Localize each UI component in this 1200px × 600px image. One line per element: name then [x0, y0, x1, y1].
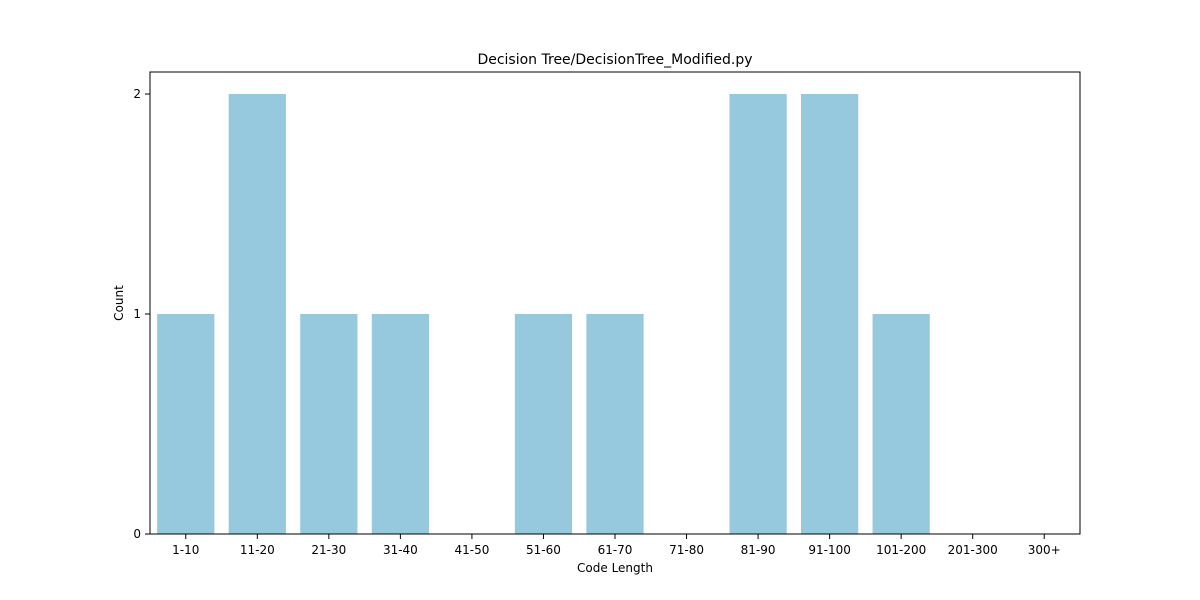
- y-tick-label: 2: [133, 87, 141, 101]
- x-tick-label: 21-30: [311, 543, 346, 557]
- x-axis-label: Code Length: [577, 561, 653, 575]
- x-tick-label: 41-50: [454, 543, 489, 557]
- x-tick-label: 201-300: [948, 543, 998, 557]
- x-tick-label: 101-200: [876, 543, 926, 557]
- x-tick-label: 81-90: [741, 543, 776, 557]
- bars-group: [157, 94, 930, 534]
- bar-51-60: [514, 314, 573, 534]
- x-tick-label: 300+: [1028, 543, 1061, 557]
- bar-61-70: [586, 314, 644, 534]
- y-axis: 0 1 2: [133, 87, 150, 541]
- x-tick-label: 61-70: [598, 543, 633, 557]
- x-tick-label: 71-80: [669, 543, 704, 557]
- x-tick-label: 11-20: [240, 543, 275, 557]
- y-axis-label: Count: [112, 285, 126, 321]
- x-tick-label: 91-100: [808, 543, 851, 557]
- x-tick-label: 1-10: [172, 543, 199, 557]
- x-axis: 1-10 11-20 21-30 31-40 41-50 51-60 61-70 71-80 8…: [172, 534, 1061, 557]
- bar-21-30: [300, 314, 358, 534]
- plot-frame: [149, 71, 1081, 535]
- chart-title: Decision Tree/DecisionTree_Modified.py: [477, 52, 752, 68]
- bar-1-10: [157, 314, 215, 534]
- bar-81-90: [729, 94, 787, 534]
- bar-31-40: [371, 314, 429, 534]
- bar-101-200: [872, 314, 930, 534]
- x-tick-label: 31-40: [383, 543, 418, 557]
- x-tick-label: 51-60: [526, 543, 561, 557]
- bar-11-20: [228, 94, 286, 534]
- bar-91-100: [801, 94, 859, 534]
- y-tick-label: 0: [133, 527, 141, 541]
- y-tick-label: 1: [133, 307, 141, 321]
